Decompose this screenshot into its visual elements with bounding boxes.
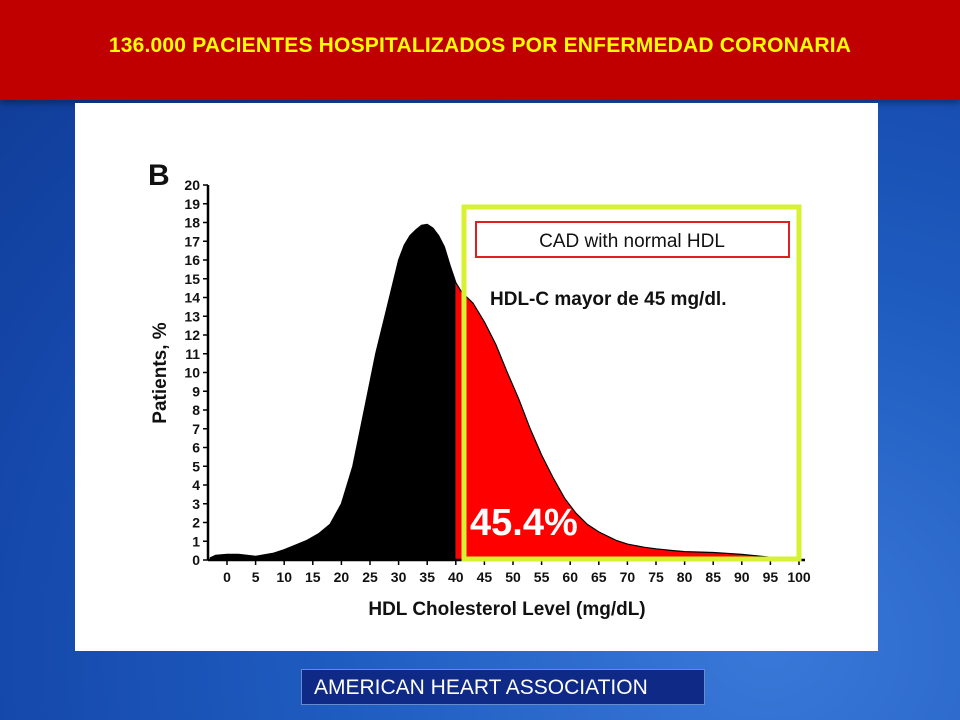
y-tick-label: 9 [192,383,200,399]
x-tick-label: 75 [648,569,664,585]
normal-hdl-highlight-box [461,204,802,562]
x-tick-label: 65 [591,569,607,585]
y-tick-label: 17 [184,233,200,249]
y-tick-label: 8 [192,402,200,418]
y-tick-label: 10 [184,365,200,381]
x-tick-label: 35 [419,569,435,585]
y-tick-label: 2 [192,515,200,531]
x-tick-label: 15 [305,569,321,585]
x-tick-label: 25 [362,569,378,585]
x-tick-label: 100 [787,569,811,585]
y-tick-label: 15 [184,271,200,287]
cad-label-box [475,221,790,258]
y-axis-label: Patients, % [150,322,171,423]
chart-panel: B 0 1 2 3 4 5 6 7 8 9 10 11 12 13 14 15 16 17 18 19 20 0 5 10 15… [75,103,878,651]
y-tick-label: 14 [184,290,200,306]
y-tick-label: 1 [192,533,200,549]
normal-hdl-area [455,282,799,560]
hdl-threshold-note: HDL-C mayor de 45 mg/dl. [490,289,727,310]
panel-letter: B [148,159,170,192]
y-tick-label: 4 [192,477,200,493]
y-tick-label: 18 [184,215,200,231]
y-tick-label: 13 [184,308,200,324]
low-hdl-area [209,224,456,560]
distribution-curve [209,223,800,561]
x-tick-label: 90 [734,569,750,585]
y-tick-label: 16 [184,252,200,268]
x-tick-label: 5 [252,569,260,585]
y-tick-label: 6 [192,440,200,456]
y-tick-label: 0 [192,552,200,568]
slide-title: 136.000 PACIENTES HOSPITALIZADOS POR ENF… [108,34,852,57]
x-tick-label: 30 [391,569,407,585]
x-tick-label: 10 [276,569,292,585]
cad-label-text: CAD with normal HDL [539,231,725,252]
x-tick-label: 60 [562,569,578,585]
x-tick-label: 0 [223,569,231,585]
header-bar: 136.000 PACIENTES HOSPITALIZADOS POR ENF… [0,0,960,100]
y-tick-label: 7 [192,421,200,437]
y-tick-label: 3 [192,496,200,512]
x-tick-label: 70 [620,569,636,585]
y-tick-label: 20 [184,177,200,193]
x-tick-label: 45 [477,569,493,585]
x-tick-label: 55 [534,569,550,585]
y-tick-label: 11 [185,346,200,362]
y-tick-label: 19 [184,196,200,212]
percentage-label: 45.4% [470,502,578,544]
x-axis-label: HDL Cholesterol Level (mg/dL) [368,599,645,620]
distribution-line [209,223,800,561]
x-tick-label: 40 [448,569,464,585]
x-tick-label: 80 [677,569,693,585]
source-label: AMERICAN HEART ASSOCIATION [301,669,705,705]
x-tick-label: 50 [505,569,521,585]
x-tick-label: 85 [705,569,721,585]
x-tick-label: 20 [334,569,350,585]
y-tick-label: 5 [192,458,200,474]
x-tick-label: 95 [763,569,779,585]
y-tick-label: 12 [184,327,200,343]
